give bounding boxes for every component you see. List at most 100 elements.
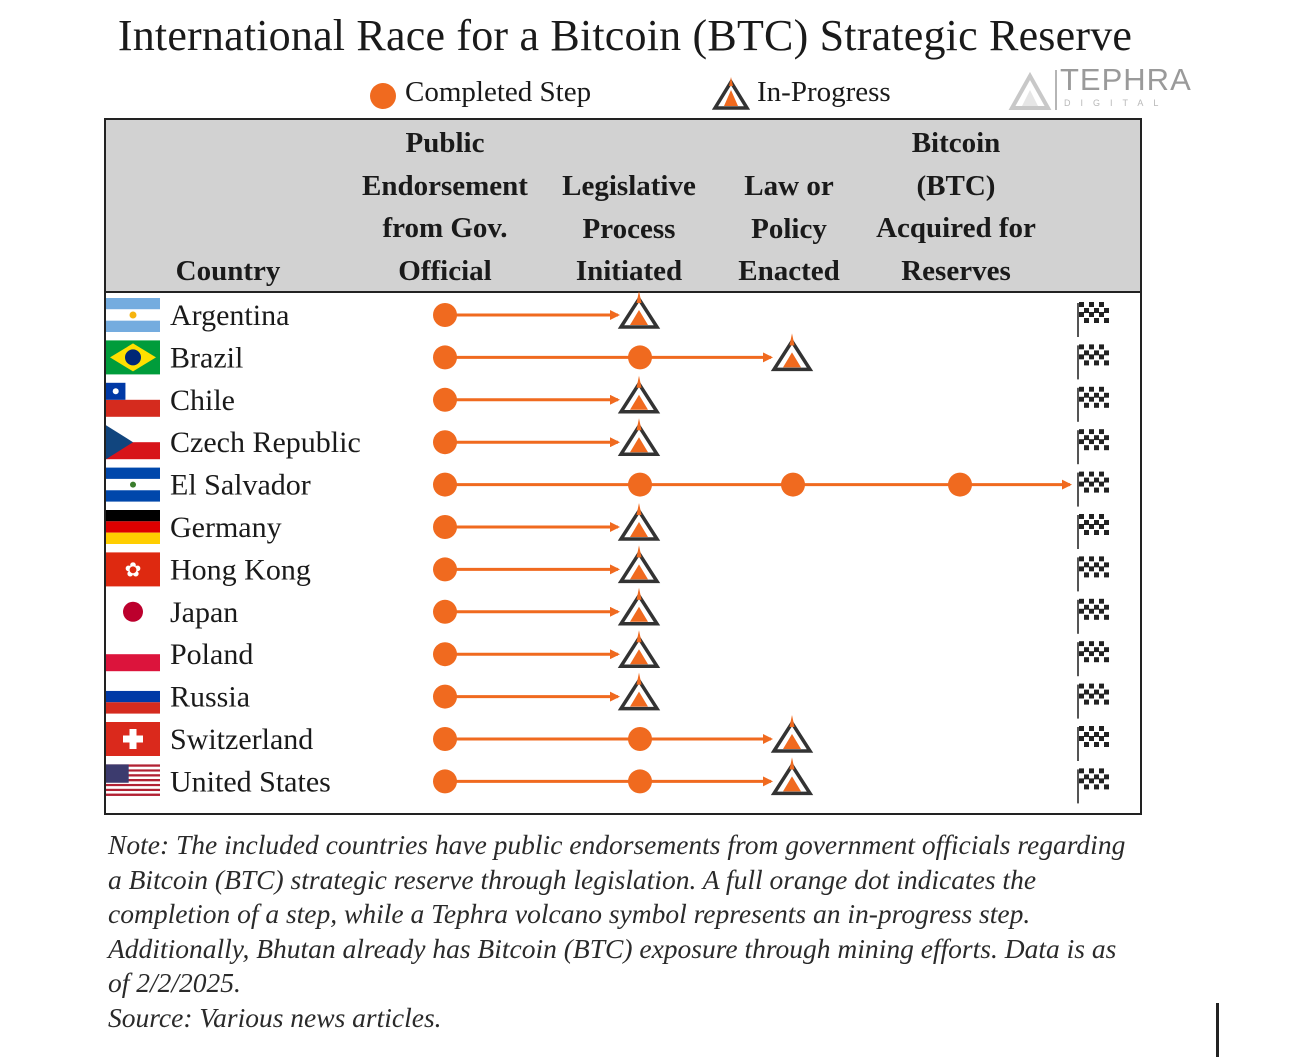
- column-header-acquired: Bitcoin (BTC) Acquired for Reserves: [858, 122, 1054, 292]
- checkered-flag-icon: [1077, 514, 1109, 549]
- checker-square: [1099, 471, 1104, 477]
- checker-square: [1104, 727, 1109, 732]
- checker-square: [1079, 731, 1084, 736]
- checker-square: [1089, 476, 1094, 482]
- checker-square: [1089, 302, 1094, 307]
- checker-square: [1099, 688, 1104, 694]
- volcano-lava: [783, 352, 801, 368]
- volcano-icon: [617, 672, 661, 711]
- checker-square: [1084, 572, 1089, 578]
- checker-square: [1099, 439, 1104, 445]
- volcano-lava: [630, 394, 648, 410]
- checker-square: [1099, 349, 1104, 355]
- checker-square: [1079, 693, 1084, 699]
- completed-dot: [433, 472, 457, 497]
- checker-square: [1079, 651, 1084, 657]
- checkered-flag-icon: [1077, 556, 1109, 592]
- checker-square: [1084, 472, 1089, 478]
- checker-square: [1099, 476, 1104, 482]
- volcano-icon: [617, 291, 661, 329]
- checker-square: [1089, 736, 1094, 741]
- checker-square: [1104, 599, 1109, 605]
- country-label: Hong Kong: [170, 553, 311, 586]
- checker-square: [1104, 525, 1109, 530]
- checker-square: [1099, 683, 1104, 689]
- checker-square: [1099, 307, 1104, 312]
- checker-square: [1089, 783, 1094, 789]
- checker-square: [1079, 571, 1084, 577]
- checker-square: [1104, 477, 1109, 483]
- checker-square: [1099, 524, 1104, 529]
- checker-square: [1089, 359, 1094, 365]
- checkered-flag-icon: [1077, 471, 1109, 507]
- checker-square: [1084, 779, 1089, 785]
- checker-square: [1089, 429, 1094, 435]
- checker-square: [1094, 557, 1099, 563]
- checker-square: [1099, 603, 1104, 609]
- volcano-plume: [636, 587, 642, 600]
- volcano-lava: [630, 310, 648, 325]
- checker-square: [1079, 434, 1084, 440]
- volcano-icon: [617, 375, 661, 414]
- country-label: Argentina: [170, 299, 289, 332]
- volcano-icon: [770, 333, 814, 372]
- country-label: El Salvador: [170, 469, 311, 502]
- checker-square: [1104, 699, 1109, 705]
- checkered-flag-icon: [1077, 726, 1109, 761]
- header-line: Law or: [744, 170, 834, 202]
- checker-square: [1094, 652, 1099, 658]
- volcano-plume: [789, 333, 795, 346]
- logo-wordmark: TEPHRA: [1060, 62, 1192, 97]
- checker-square: [1104, 402, 1109, 408]
- argentina-flag: [106, 298, 160, 332]
- checker-square: [1089, 773, 1094, 779]
- checker-square: [1104, 515, 1109, 520]
- volcano-plume: [636, 418, 642, 431]
- checker-square: [1079, 302, 1084, 307]
- checker-square: [1079, 386, 1084, 392]
- czech-republic-flag: [106, 425, 160, 460]
- checker-square: [1104, 737, 1109, 742]
- checker-square: [1089, 524, 1094, 529]
- united-states-flag: [106, 764, 160, 799]
- checker-square: [1094, 397, 1099, 403]
- chart-title: International Race for a Bitcoin (BTC) S…: [117, 11, 1133, 60]
- table-row: Czech Republic: [106, 418, 1109, 465]
- checker-square: [1084, 402, 1089, 408]
- checker-square: [1084, 482, 1089, 488]
- checker-square: [1094, 482, 1099, 488]
- checker-square: [1094, 732, 1099, 737]
- checker-square: [1084, 567, 1089, 573]
- checker-square: [1099, 768, 1104, 774]
- volcano-lava: [630, 606, 648, 622]
- checker-square: [1099, 312, 1104, 317]
- checker-square: [1099, 396, 1104, 402]
- checker-square: [1104, 614, 1109, 620]
- checker-square: [1089, 566, 1094, 572]
- checker-square: [1094, 392, 1099, 398]
- volcano-outline: [617, 592, 661, 626]
- poland-flag: [106, 637, 160, 672]
- checker-square: [1079, 603, 1084, 609]
- checker-square: [1084, 515, 1089, 520]
- checker-square: [1084, 647, 1089, 653]
- volcano-outline: [770, 338, 814, 372]
- checker-square: [1089, 401, 1094, 407]
- checker-square: [1089, 598, 1094, 604]
- checker-square: [1099, 613, 1104, 619]
- completed-dot: [433, 599, 457, 624]
- checker-square: [1089, 613, 1094, 619]
- checker-square: [1104, 345, 1109, 351]
- checker-square: [1104, 784, 1109, 790]
- volcano-lava: [630, 564, 648, 580]
- column-header-law: Law or Policy Enacted: [718, 165, 860, 293]
- completed-dot: [433, 684, 457, 709]
- header-line: Initiated: [575, 255, 683, 287]
- checker-square: [1089, 307, 1094, 312]
- checker-square: [1079, 429, 1084, 435]
- checker-square: [1094, 604, 1099, 610]
- checker-square: [1089, 641, 1094, 647]
- volcano-outline: [617, 634, 661, 668]
- volcano-outline: [617, 550, 661, 584]
